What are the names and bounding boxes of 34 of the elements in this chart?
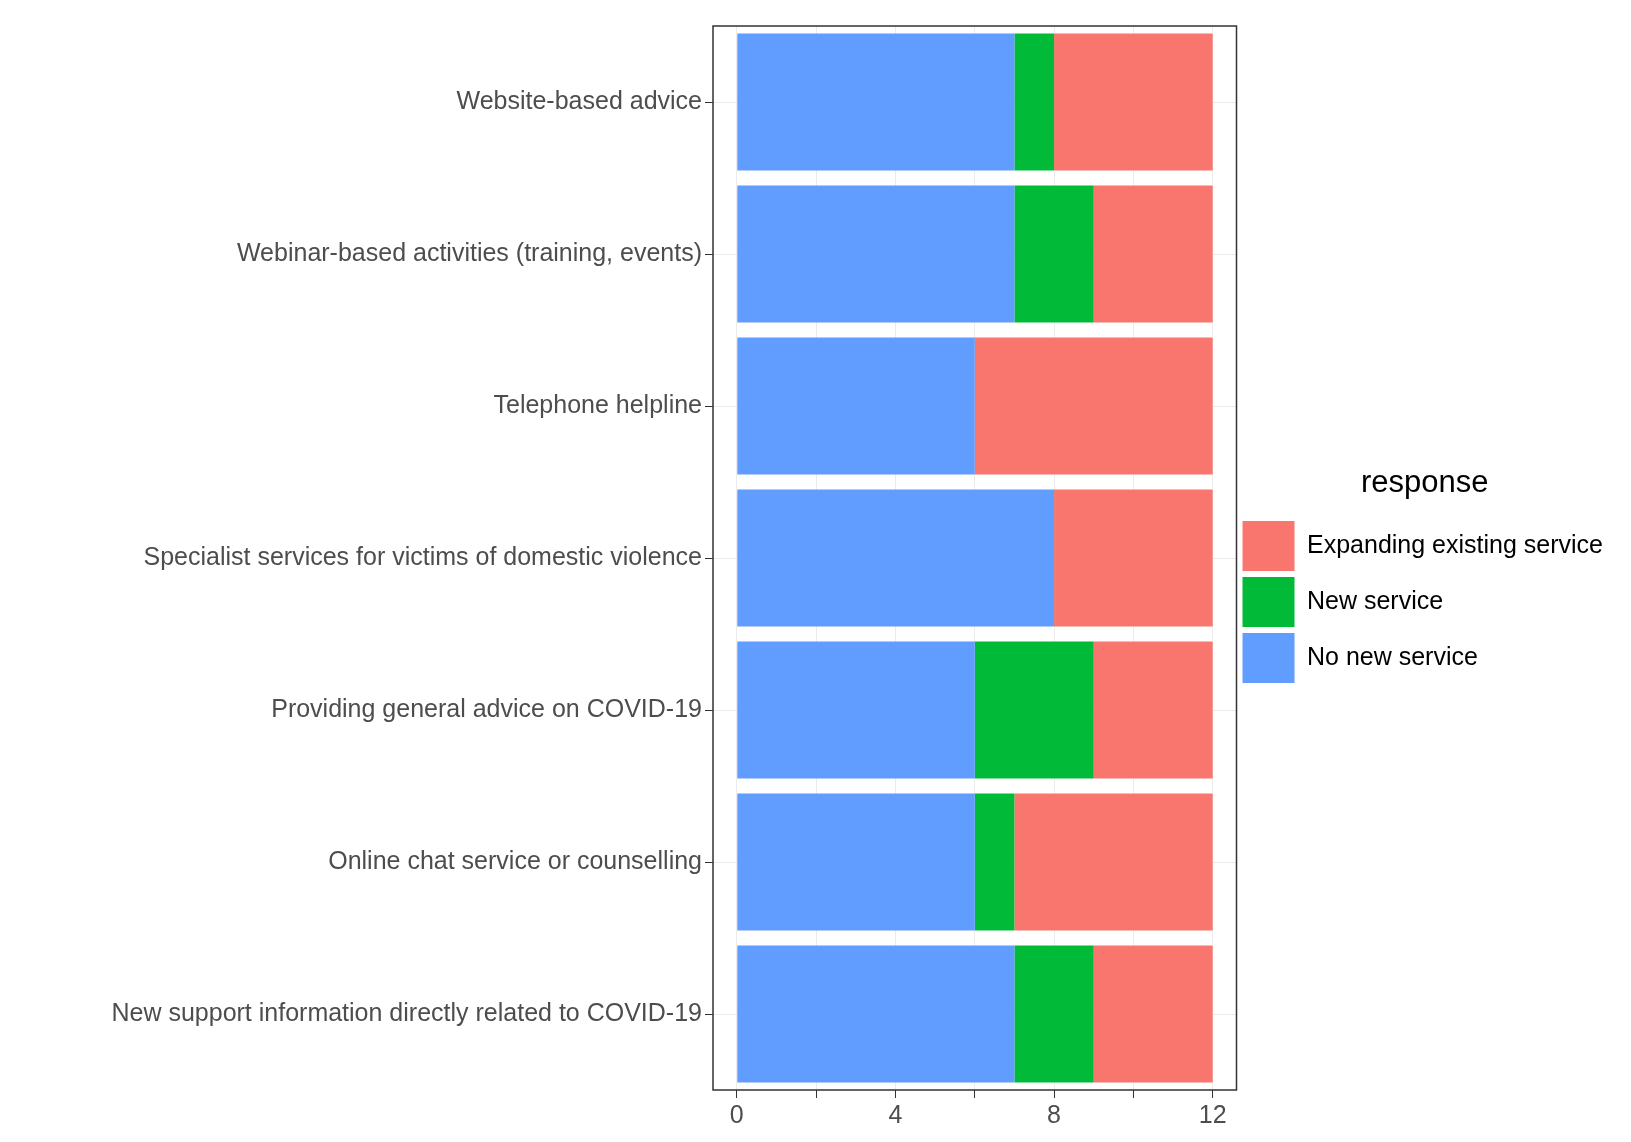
x-tick-label: 4: [888, 1099, 903, 1128]
bar: [974, 641, 1094, 779]
bar: [737, 793, 975, 931]
bar: [737, 641, 975, 779]
bar: [974, 337, 1213, 475]
x-tick-label: 0: [729, 1099, 744, 1128]
bar: [1093, 185, 1213, 323]
legend-label: Expanding existing service: [1307, 529, 1603, 558]
bar: [1093, 641, 1213, 779]
y-tick-label: New support information directly related to COVID-19: [111, 997, 702, 1026]
bar: [737, 185, 1015, 323]
legend-label: New service: [1307, 585, 1444, 614]
bar: [737, 945, 1015, 1083]
bar: [737, 489, 1055, 627]
bar: [1014, 33, 1055, 171]
bar: [1014, 185, 1094, 323]
y-tick-label: Online chat service or counselling: [328, 845, 702, 874]
bar: [974, 793, 1015, 931]
y-tick-label: Specialist services for victims of domestic violence: [143, 541, 702, 570]
bar: [737, 33, 1015, 171]
y-tick-label: Webinar-based activities (training, events): [236, 237, 702, 266]
bar: [1054, 33, 1213, 171]
y-tick-label: Providing general advice on COVID-19: [271, 693, 702, 722]
bar: [737, 337, 975, 475]
y-tick-label: Telephone helpline: [493, 389, 702, 418]
x-tick-label: 8: [1047, 1099, 1062, 1128]
x-tick-label: 12: [1198, 1099, 1227, 1128]
bar: [1014, 793, 1213, 931]
bar: [1093, 945, 1213, 1083]
bar: [1054, 489, 1213, 627]
legend-label: No new service: [1307, 641, 1478, 670]
bar: [1014, 945, 1094, 1083]
y-tick-label: Website-based advice: [456, 85, 702, 114]
legend-title: response: [1360, 463, 1489, 499]
